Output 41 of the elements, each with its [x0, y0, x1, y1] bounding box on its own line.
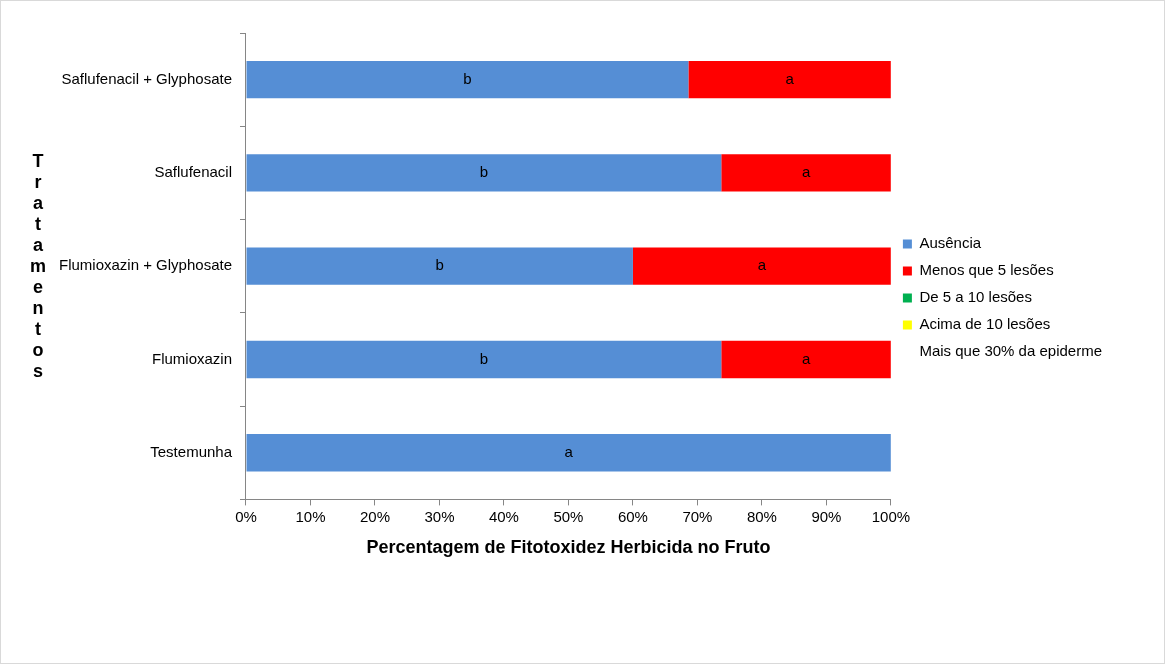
bar: [688, 60, 891, 99]
data-label: b: [479, 163, 489, 181]
data-label: b: [435, 256, 444, 274]
data-label: a: [757, 256, 767, 274]
data-label: b: [463, 69, 472, 87]
x-tick-label: 60%: [617, 507, 648, 525]
x-tick-label: 100%: [871, 507, 911, 525]
data-label: a: [801, 349, 811, 367]
legend-label: Menos que 5 lesões: [919, 261, 1054, 279]
legend-label: Ausência: [919, 234, 982, 252]
x-axis-title: Percentagem de Fitotoxidez Herbicida no Fruto: [366, 537, 771, 558]
bar: [246, 60, 689, 99]
legend-label: Acima de 10 lesões: [919, 315, 1051, 333]
text: Mais que 30% da epiderme: [919, 342, 1102, 360]
x-tick-label: 40%: [488, 507, 519, 525]
x-tick-label: 80%: [746, 507, 777, 525]
x-tick-label: 90%: [811, 507, 842, 525]
x-tick-label: 30%: [424, 507, 455, 525]
y-tick-label: Saflufenacil + Glyphosate: [61, 69, 232, 87]
y-tick-label: Flumioxazin + Glyphosate: [59, 256, 232, 274]
bar: [632, 247, 891, 285]
bar: [246, 434, 891, 472]
bar: [721, 340, 891, 379]
y-tick-label: Flumioxazin: [151, 349, 232, 367]
legend-label: De 5 a 10 lesões: [919, 288, 1032, 306]
bar: [246, 340, 722, 379]
data-label: a: [785, 69, 795, 87]
x-tick-label: 20%: [359, 507, 390, 525]
x-tick-label: 50%: [553, 507, 584, 525]
bar: [246, 154, 722, 192]
y-tick-label: Saflufenacil: [154, 163, 232, 181]
x-tick-label: 10%: [295, 507, 326, 525]
data-label: a: [564, 442, 574, 460]
y-axis-title: Tratamentos: [28, 151, 48, 382]
data-label: b: [479, 349, 489, 367]
data-label: a: [801, 163, 811, 181]
bar: [246, 247, 633, 285]
y-tick-label: Testemunha: [150, 442, 233, 460]
x-tick-label: 70%: [682, 507, 713, 525]
bar: [721, 154, 891, 192]
x-tick-label: 0%: [235, 507, 257, 525]
